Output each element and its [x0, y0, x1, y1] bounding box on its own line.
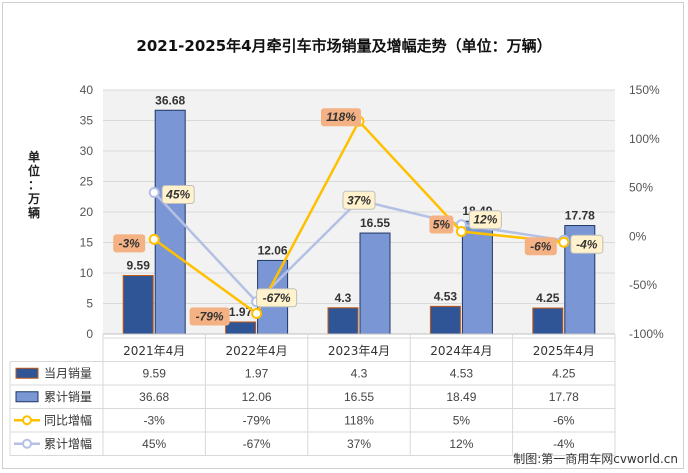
table-cell: -79% [243, 413, 271, 427]
table-cell: 118% [344, 413, 374, 427]
table-cell: 12.06 [242, 390, 272, 404]
y-axis-label-char: 单 [27, 150, 40, 164]
legend-swatch [15, 367, 39, 379]
table-cell: 16.55 [344, 390, 374, 404]
y-axis-label-char: 辆 [27, 206, 40, 220]
cumulative-growth-label-box [468, 210, 502, 230]
yoy-growth-label: -79% [196, 310, 224, 324]
table-cell: 12% [449, 437, 473, 451]
yoy-growth-label: -3% [119, 236, 141, 250]
cumulative-growth-label-box [256, 288, 298, 308]
y-tick-label: 25 [80, 175, 94, 189]
y-tick-label: 30 [80, 144, 94, 158]
y-tick-label: 20 [80, 205, 94, 219]
cumulative-growth-label-box [161, 184, 195, 204]
y2-tick-label: 50% [629, 181, 653, 195]
category-label: 2023年4月 [328, 344, 390, 358]
yoy-growth-point [455, 226, 467, 238]
y-tick-label: 5 [86, 297, 93, 311]
yoy-growth-label-box [113, 234, 146, 253]
y-axis-label-char: ： [27, 178, 40, 192]
table-cell: 9.59 [143, 366, 167, 380]
yoy-growth-label-box [321, 108, 361, 127]
y2-tick-label: -50% [629, 278, 657, 292]
monthly-sales-label: 4.3 [335, 291, 352, 305]
y2-tick-label: 150% [629, 83, 660, 97]
cumulative-growth-point [148, 186, 160, 198]
cumulative-sales-bar [359, 232, 391, 335]
yoy-growth-point [148, 233, 160, 245]
chart-title: 2021-2025年4月牵引车市场销量及增幅走势（单位：万辆） [136, 37, 552, 55]
category-label: 2022年4月 [226, 344, 288, 358]
table-cell: -67% [243, 437, 271, 451]
cumulative-sales-bar [461, 220, 493, 335]
monthly-sales-label: 9.59 [127, 259, 151, 273]
yoy-growth-label-box [524, 237, 557, 256]
cumulative-growth-label: 37% [347, 193, 371, 207]
y-tick-label: 15 [80, 236, 94, 250]
source-credit: 制图:第一商用车网cvworld.cn [513, 452, 678, 466]
legend-marker [22, 415, 32, 426]
legend-label: 累计增幅 [44, 436, 92, 451]
legend-swatch [15, 391, 39, 403]
table-cell: 4.25 [552, 366, 576, 380]
category-label: 2021年4月 [123, 344, 185, 358]
yoy-growth-label: 118% [326, 110, 356, 124]
cumulative-growth-label: -67% [263, 291, 291, 305]
table-cell: 4.53 [450, 366, 474, 380]
y2-tick-label: 0% [629, 229, 647, 243]
table-cell: 36.68 [139, 390, 169, 404]
yoy-growth-label-box [189, 307, 230, 326]
table-cell: 18.49 [446, 390, 476, 404]
yoy-growth-point [251, 308, 263, 320]
cumulative-growth-label-box [570, 234, 604, 254]
legend-marker [22, 438, 32, 449]
cumulative-sales-label: 17.78 [565, 209, 595, 223]
y-axis-label-char: 万 [27, 192, 40, 206]
cumulative-sales-label: 16.55 [360, 216, 390, 230]
table-cell: -4% [553, 437, 575, 451]
monthly-sales-label: 4.25 [536, 291, 560, 305]
table-cell: -3% [144, 413, 166, 427]
cumulative-sales-bar [154, 109, 186, 335]
y-axis-label: 单位：万辆 [26, 150, 42, 220]
category-label: 2024年4月 [430, 344, 492, 358]
yoy-growth-label-box [429, 215, 454, 234]
table-cell: 5% [453, 413, 471, 427]
table-cell: 4.3 [351, 366, 368, 380]
cumulative-growth-label-box [342, 190, 376, 210]
legend-label: 同比增幅 [44, 412, 92, 427]
y-axis-label-char: 位 [27, 164, 40, 178]
table-cell: 37% [347, 437, 371, 451]
y-tick-label: 0 [86, 327, 93, 341]
monthly-sales-bar [429, 305, 461, 335]
cumulative-sales-label: 36.68 [155, 93, 185, 107]
cumulative-growth-label: 45% [165, 187, 190, 201]
category-label: 2025年4月 [533, 344, 595, 358]
monthly-sales-bar [327, 307, 359, 335]
table-cell: 45% [142, 437, 166, 451]
cumulative-growth-label: 12% [473, 213, 497, 227]
y-tick-label: 40 [80, 83, 94, 97]
yoy-growth-label: 5% [433, 218, 451, 232]
table-cell: 1.97 [245, 366, 269, 380]
yoy-growth-label: -6% [530, 239, 552, 253]
monthly-sales-bar [225, 321, 257, 335]
table-cell: 17.78 [549, 390, 579, 404]
cumulative-growth-label: -4% [576, 237, 598, 251]
cumulative-sales-label: 12.06 [258, 243, 288, 257]
legend-label: 累计销量 [44, 390, 92, 404]
y-tick-label: 10 [80, 266, 94, 280]
y2-tick-label: 100% [629, 132, 660, 146]
monthly-sales-label: 4.53 [434, 289, 458, 303]
legend-label: 当月销量 [44, 366, 92, 380]
y-tick-label: 35 [80, 114, 94, 128]
yoy-growth-point [558, 236, 570, 248]
table-cell: -6% [553, 413, 575, 427]
monthly-sales-label: 1.97 [229, 305, 253, 319]
monthly-sales-bar [532, 307, 564, 335]
y2-tick-label: -100% [629, 327, 664, 341]
monthly-sales-bar [122, 275, 154, 335]
